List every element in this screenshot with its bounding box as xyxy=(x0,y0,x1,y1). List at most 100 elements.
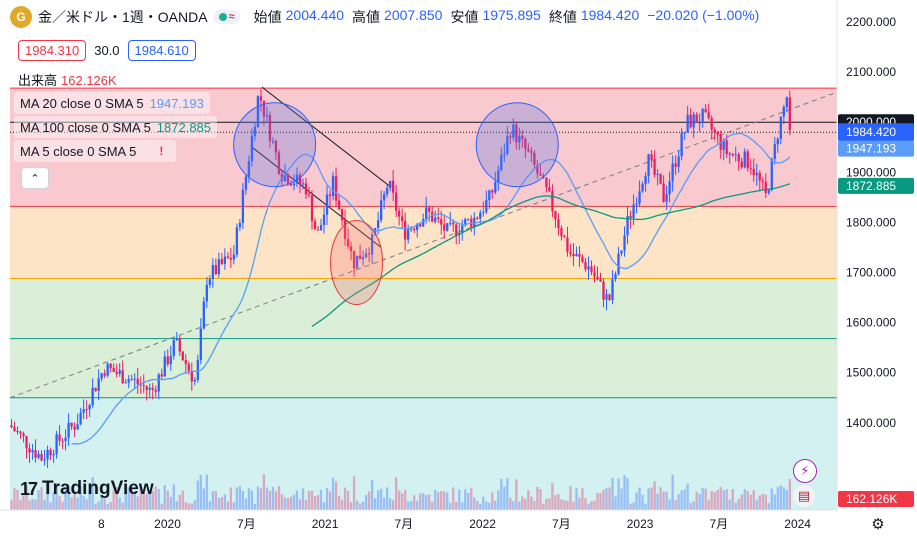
volume-bar xyxy=(70,497,73,510)
volume-bar xyxy=(145,494,148,510)
volume-bar xyxy=(545,498,548,510)
collapse-legend-button[interactable]: ⌃ xyxy=(21,167,49,189)
volume-bar xyxy=(277,486,281,510)
volume-bar xyxy=(470,487,473,510)
volume-bar xyxy=(238,486,242,510)
y-tick-label: 2200.000 xyxy=(846,15,896,29)
candle-body xyxy=(656,173,659,175)
ma20-legend[interactable]: MA 20 close 0 SMA 5 1947.193 xyxy=(14,92,210,114)
candle-body xyxy=(584,261,587,270)
volume-legend[interactable]: 出来高 162.126K xyxy=(18,70,117,89)
candle-body xyxy=(109,363,112,369)
sell-price-button[interactable]: 1984.310 xyxy=(18,40,87,61)
candle-body xyxy=(779,116,782,139)
volume-bar xyxy=(289,496,293,510)
volume-bar xyxy=(467,492,470,510)
highlight-ellipse xyxy=(475,102,559,188)
volume-bar xyxy=(491,492,494,510)
candle-body xyxy=(593,272,596,277)
volume-bar xyxy=(689,502,692,510)
candle-body xyxy=(734,154,737,156)
volume-bar xyxy=(746,490,749,510)
volume-bar xyxy=(515,479,518,510)
volume-bar xyxy=(440,491,443,510)
ma100-legend[interactable]: MA 100 close 0 SMA 5 1872.885 xyxy=(14,116,218,138)
wave-icon: ≈ xyxy=(228,11,235,23)
volume-bar xyxy=(175,501,178,510)
volume-bar xyxy=(61,501,64,510)
warning-icon[interactable]: ! xyxy=(152,142,171,160)
candle-body xyxy=(401,216,404,222)
ohlc-value: 1975.895 xyxy=(482,7,541,23)
volume-bar xyxy=(268,490,272,510)
last-price-tag-text: 1984.420 xyxy=(846,125,896,139)
ma5-legend[interactable]: MA 5 close 0 SMA 5 ! xyxy=(14,140,177,162)
x-tick-label: 7月 xyxy=(237,517,256,531)
tradingview-logo[interactable]: 17 TradingView xyxy=(20,478,154,500)
highlight-ellipse xyxy=(330,220,384,306)
candle-body xyxy=(566,237,569,252)
volume-bar xyxy=(151,491,154,510)
candle-body xyxy=(181,351,184,361)
volume-bar xyxy=(704,488,707,510)
market-status-badge[interactable]: ≈ xyxy=(213,10,240,24)
volume-bar xyxy=(755,499,758,510)
candle-body xyxy=(46,449,49,460)
volume-bar xyxy=(148,489,151,510)
volume-bar xyxy=(322,502,326,510)
candle-body xyxy=(10,425,13,428)
candle-body xyxy=(761,180,764,182)
candle-body xyxy=(530,151,533,153)
candle-body xyxy=(148,387,151,390)
volume-bar xyxy=(103,498,106,510)
volume-bar xyxy=(223,494,227,510)
volume-bar xyxy=(283,497,287,510)
settings-gear-icon[interactable]: ⚙ xyxy=(871,516,885,533)
candle-body xyxy=(572,253,575,256)
volume-bar xyxy=(88,491,91,510)
volume-bar xyxy=(482,496,485,510)
candle-body xyxy=(106,363,109,376)
candle-body xyxy=(250,135,254,162)
candle-body xyxy=(238,223,242,228)
flash-alert-icon[interactable]: ⚡ xyxy=(793,459,817,483)
volume-bar xyxy=(524,498,527,510)
volume-bar xyxy=(58,496,61,510)
volume-bar xyxy=(488,502,491,510)
symbol-title[interactable]: 金／米ドル・1週・OANDA xyxy=(38,9,208,25)
candle-body xyxy=(668,181,671,195)
fib-band xyxy=(10,88,837,207)
candle-body xyxy=(509,136,512,138)
volume-bar xyxy=(740,494,743,510)
volume-bar xyxy=(85,499,88,510)
candle-body xyxy=(611,279,614,300)
candle-body xyxy=(28,448,31,453)
buy-price-button[interactable]: 1984.610 xyxy=(127,40,196,61)
volume-bar xyxy=(19,499,22,510)
candle-body xyxy=(416,223,419,230)
volume-bar xyxy=(49,502,52,510)
volume-bar xyxy=(28,500,31,510)
candle-body xyxy=(686,114,689,133)
volume-bar xyxy=(557,494,560,510)
candle-body xyxy=(527,148,530,152)
volume-bar xyxy=(64,486,67,510)
candle-body xyxy=(707,112,710,119)
volume-bar xyxy=(124,493,127,510)
ohlc-label: 高値 xyxy=(352,9,381,25)
candle-body xyxy=(202,301,205,329)
candle-body xyxy=(367,253,371,255)
volume-bar xyxy=(509,497,512,510)
candle-body xyxy=(199,328,202,361)
candle-body xyxy=(644,175,647,185)
volume-bar xyxy=(410,501,413,510)
us-flag-icon[interactable]: ▤ xyxy=(793,485,815,507)
volume-bar xyxy=(220,496,224,510)
volume-bar xyxy=(244,498,248,510)
tradingview-mark-icon: 17 xyxy=(20,478,38,499)
candle-body xyxy=(385,187,389,195)
time-axis xyxy=(0,510,917,539)
volume-bar xyxy=(226,501,230,510)
candle-body xyxy=(298,174,302,185)
